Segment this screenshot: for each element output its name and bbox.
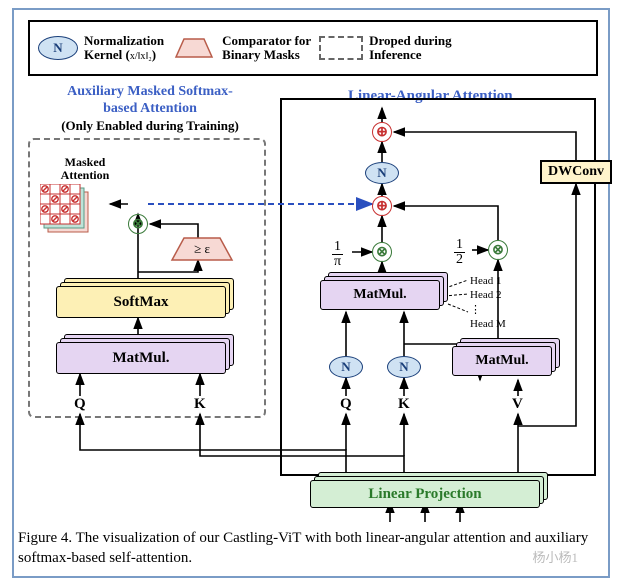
n-k: N xyxy=(387,356,421,378)
aux-subtitle: (Only Enabled during Training) xyxy=(30,118,270,134)
aux-title: Auxiliary Masked Softmax-based Attention xyxy=(50,84,250,118)
n-ellipse-icon: N xyxy=(38,36,78,60)
mul-1pi-op: ⊗ xyxy=(372,242,392,262)
legend-norm-l1: Normalization xyxy=(84,34,164,48)
lin-matmul-qk: MatMul. xyxy=(320,280,440,310)
diagram-area: Auxiliary Masked Softmax-based Attention… xyxy=(20,84,606,524)
add-top-op: ⊕ xyxy=(372,122,392,142)
legend-norm: N Normalization Kernel (x/‖x‖₂) xyxy=(38,34,164,63)
aux-k-label: K xyxy=(194,396,206,413)
legend-dash-l2: Inference xyxy=(369,48,451,62)
legend-norm-l2: Kernel (x/‖x‖₂) xyxy=(84,48,164,62)
legend-comp-l2: Binary Masks xyxy=(222,48,311,62)
head-labels: Head 1Head 2⋮Head M xyxy=(470,274,506,331)
legend-comparator: Comparator for Binary Masks xyxy=(172,34,311,63)
n-top: N xyxy=(365,162,399,184)
figure-caption: Figure 4. The visualization of our Castl… xyxy=(18,528,608,569)
lin-matmul-kv: MatMul. xyxy=(452,346,552,376)
one-half: 12 xyxy=(454,238,465,267)
one-over-pi: 1π xyxy=(332,240,343,269)
attention-grid-icon xyxy=(40,184,100,236)
lin-v-label: V xyxy=(512,396,523,413)
legend-comp-l1: Comparator for xyxy=(222,34,311,48)
masked-attention-icon: MaskedAttention xyxy=(40,156,130,241)
n-q: N xyxy=(329,356,363,378)
add-mid-op: ⊕ xyxy=(372,196,392,216)
watermark-text: 杨小杨1 xyxy=(532,547,578,566)
mul-half-op: ⊗ xyxy=(488,240,508,260)
softmax-block: SoftMax xyxy=(56,286,226,318)
dwconv-block: DWConv xyxy=(540,160,612,184)
legend-box: N Normalization Kernel (x/‖x‖₂) Comparat… xyxy=(28,20,598,76)
lin-k-label: K xyxy=(398,396,410,413)
lin-q-label: Q xyxy=(340,396,352,413)
aux-matmul-block: MatMul. xyxy=(56,342,226,374)
linear-projection-block: Linear Projection xyxy=(310,480,540,508)
aux-q-label: Q xyxy=(74,396,86,413)
aux-mul-op: ⊗ xyxy=(128,214,148,234)
trapezoid-icon xyxy=(172,35,216,61)
svg-text:≥ ε: ≥ ε xyxy=(194,241,210,256)
dashed-box-icon xyxy=(319,36,363,60)
legend-dash-l1: Droped during xyxy=(369,34,451,48)
legend-dropped: Droped during Inference xyxy=(319,34,451,63)
comparator-block: ≥ ε xyxy=(170,236,234,269)
